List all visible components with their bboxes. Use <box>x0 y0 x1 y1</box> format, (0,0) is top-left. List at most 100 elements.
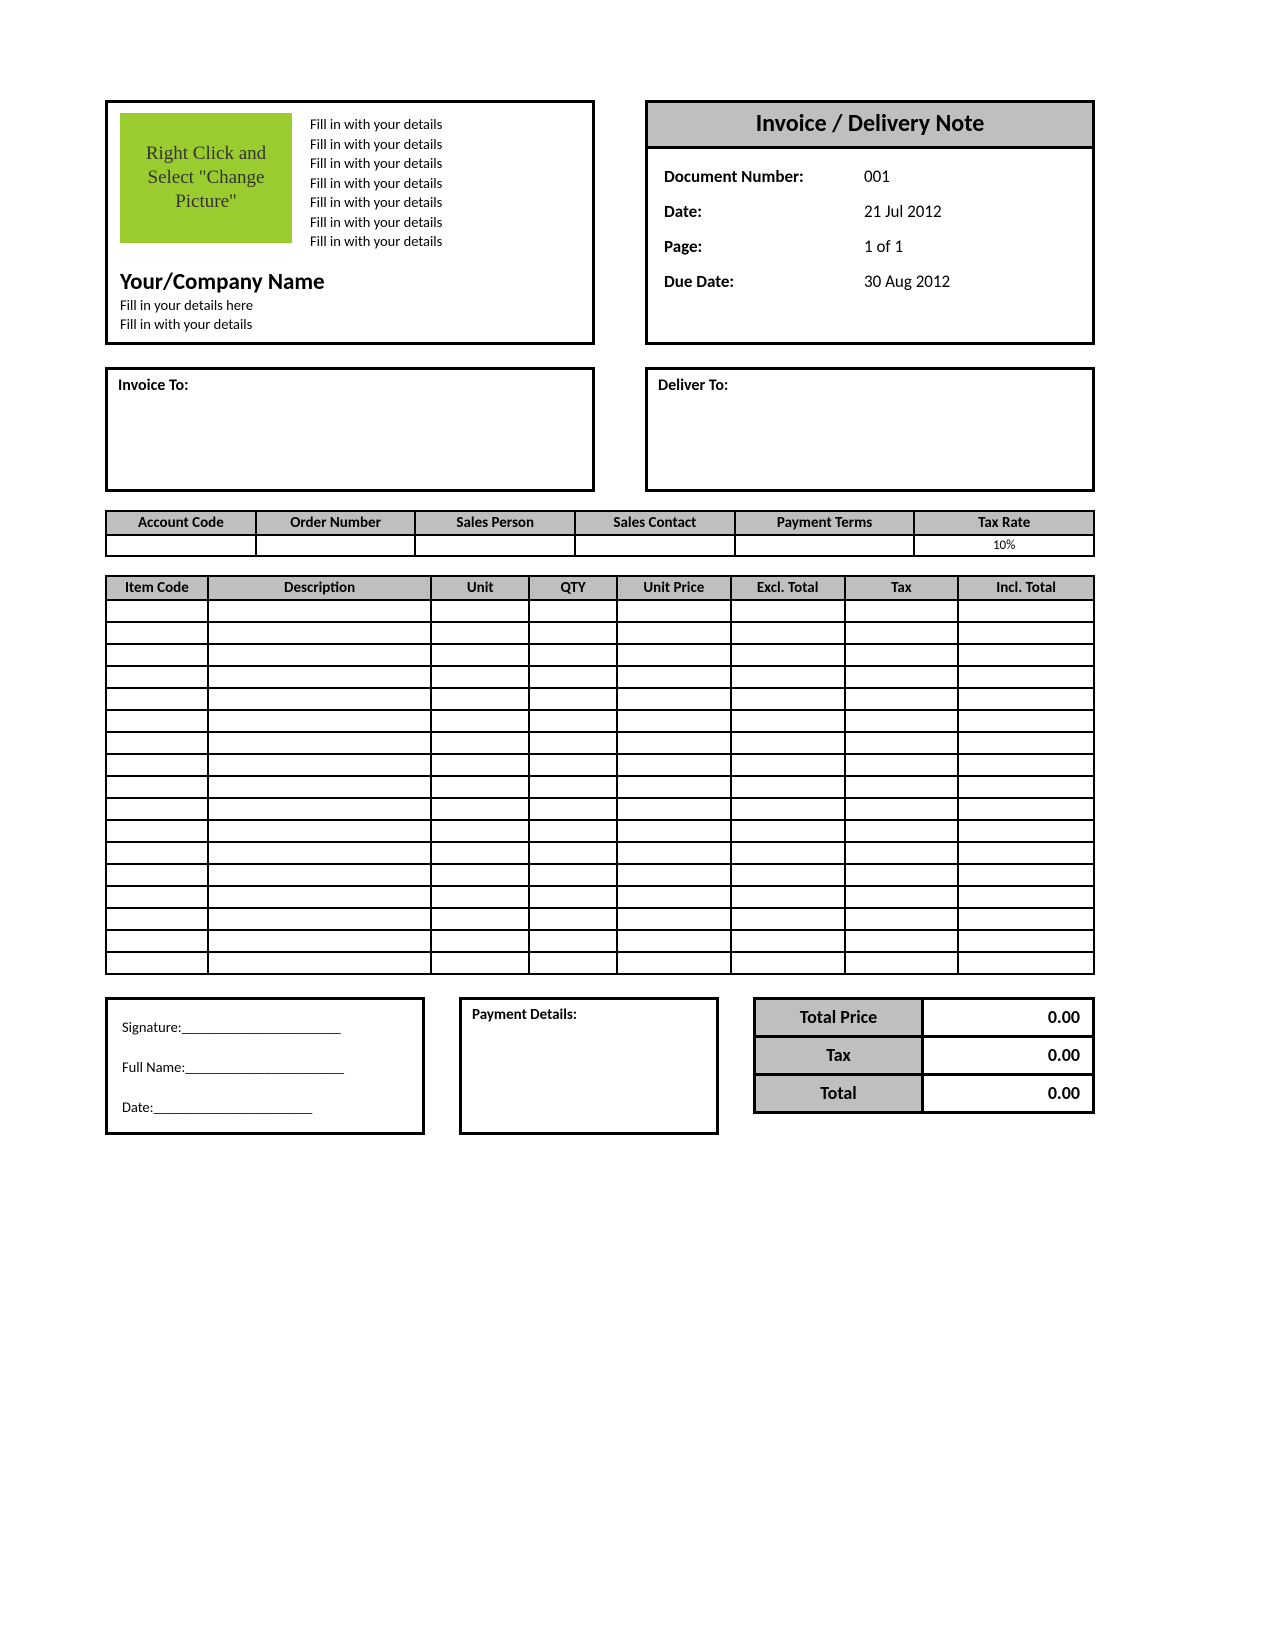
items-cell[interactable] <box>529 952 617 974</box>
items-cell[interactable] <box>845 622 959 644</box>
items-cell[interactable] <box>208 754 432 776</box>
items-cell[interactable] <box>845 666 959 688</box>
items-cell[interactable] <box>731 644 845 666</box>
items-cell[interactable] <box>208 930 432 952</box>
items-cell[interactable] <box>529 798 617 820</box>
ref-value-cell[interactable] <box>575 535 735 556</box>
items-cell[interactable] <box>958 930 1094 952</box>
items-cell[interactable] <box>731 886 845 908</box>
items-cell[interactable] <box>845 886 959 908</box>
items-cell[interactable] <box>431 754 529 776</box>
items-cell[interactable] <box>529 710 617 732</box>
items-cell[interactable] <box>106 754 208 776</box>
items-cell[interactable] <box>208 666 432 688</box>
items-cell[interactable] <box>617 710 731 732</box>
items-cell[interactable] <box>431 666 529 688</box>
items-cell[interactable] <box>529 666 617 688</box>
items-cell[interactable] <box>617 820 731 842</box>
logo-placeholder[interactable]: Right Click and Select "Change Picture" <box>120 113 292 243</box>
items-cell[interactable] <box>731 930 845 952</box>
deliver-to-box[interactable]: Deliver To: <box>645 367 1095 492</box>
items-cell[interactable] <box>845 842 959 864</box>
items-cell[interactable] <box>431 930 529 952</box>
items-cell[interactable] <box>958 666 1094 688</box>
items-cell[interactable] <box>958 776 1094 798</box>
items-cell[interactable] <box>731 908 845 930</box>
items-cell[interactable] <box>958 820 1094 842</box>
items-cell[interactable] <box>731 600 845 622</box>
items-cell[interactable] <box>958 908 1094 930</box>
items-cell[interactable] <box>731 864 845 886</box>
items-cell[interactable] <box>617 798 731 820</box>
items-cell[interactable] <box>431 622 529 644</box>
ref-value-cell[interactable]: 10% <box>914 535 1094 556</box>
items-cell[interactable] <box>529 622 617 644</box>
items-cell[interactable] <box>208 710 432 732</box>
items-cell[interactable] <box>845 776 959 798</box>
items-cell[interactable] <box>106 644 208 666</box>
items-cell[interactable] <box>731 688 845 710</box>
items-cell[interactable] <box>845 798 959 820</box>
items-cell[interactable] <box>958 798 1094 820</box>
items-cell[interactable] <box>845 754 959 776</box>
items-cell[interactable] <box>731 710 845 732</box>
items-cell[interactable] <box>617 754 731 776</box>
items-cell[interactable] <box>106 732 208 754</box>
items-cell[interactable] <box>617 842 731 864</box>
items-cell[interactable] <box>845 908 959 930</box>
items-cell[interactable] <box>617 732 731 754</box>
items-cell[interactable] <box>617 776 731 798</box>
items-cell[interactable] <box>845 930 959 952</box>
items-cell[interactable] <box>106 886 208 908</box>
items-cell[interactable] <box>529 864 617 886</box>
items-cell[interactable] <box>208 776 432 798</box>
items-cell[interactable] <box>431 776 529 798</box>
items-cell[interactable] <box>106 930 208 952</box>
items-cell[interactable] <box>958 622 1094 644</box>
items-cell[interactable] <box>617 908 731 930</box>
items-cell[interactable] <box>106 820 208 842</box>
items-cell[interactable] <box>208 798 432 820</box>
items-cell[interactable] <box>617 930 731 952</box>
items-cell[interactable] <box>208 908 432 930</box>
items-cell[interactable] <box>208 644 432 666</box>
items-cell[interactable] <box>845 600 959 622</box>
items-cell[interactable] <box>731 798 845 820</box>
items-cell[interactable] <box>845 864 959 886</box>
items-cell[interactable] <box>106 600 208 622</box>
items-cell[interactable] <box>958 754 1094 776</box>
items-cell[interactable] <box>617 952 731 974</box>
items-cell[interactable] <box>529 732 617 754</box>
items-cell[interactable] <box>529 688 617 710</box>
items-cell[interactable] <box>431 732 529 754</box>
items-cell[interactable] <box>958 644 1094 666</box>
items-cell[interactable] <box>208 820 432 842</box>
items-cell[interactable] <box>958 710 1094 732</box>
items-cell[interactable] <box>106 798 208 820</box>
items-cell[interactable] <box>431 886 529 908</box>
payment-details-box[interactable]: Payment Details: <box>459 997 719 1135</box>
items-cell[interactable] <box>958 732 1094 754</box>
items-cell[interactable] <box>845 820 959 842</box>
items-cell[interactable] <box>958 886 1094 908</box>
items-cell[interactable] <box>958 600 1094 622</box>
items-cell[interactable] <box>106 842 208 864</box>
items-cell[interactable] <box>731 952 845 974</box>
items-cell[interactable] <box>431 688 529 710</box>
invoice-to-box[interactable]: Invoice To: <box>105 367 595 492</box>
ref-value-cell[interactable] <box>256 535 416 556</box>
items-cell[interactable] <box>958 688 1094 710</box>
items-cell[interactable] <box>731 622 845 644</box>
items-cell[interactable] <box>431 600 529 622</box>
signature-box[interactable]: Signature:______________________ Full Na… <box>105 997 425 1135</box>
items-cell[interactable] <box>617 864 731 886</box>
items-cell[interactable] <box>958 842 1094 864</box>
items-cell[interactable] <box>431 952 529 974</box>
items-cell[interactable] <box>431 644 529 666</box>
items-cell[interactable] <box>845 710 959 732</box>
ref-value-cell[interactable] <box>735 535 915 556</box>
items-cell[interactable] <box>431 908 529 930</box>
items-cell[interactable] <box>529 820 617 842</box>
items-cell[interactable] <box>208 952 432 974</box>
items-cell[interactable] <box>731 820 845 842</box>
